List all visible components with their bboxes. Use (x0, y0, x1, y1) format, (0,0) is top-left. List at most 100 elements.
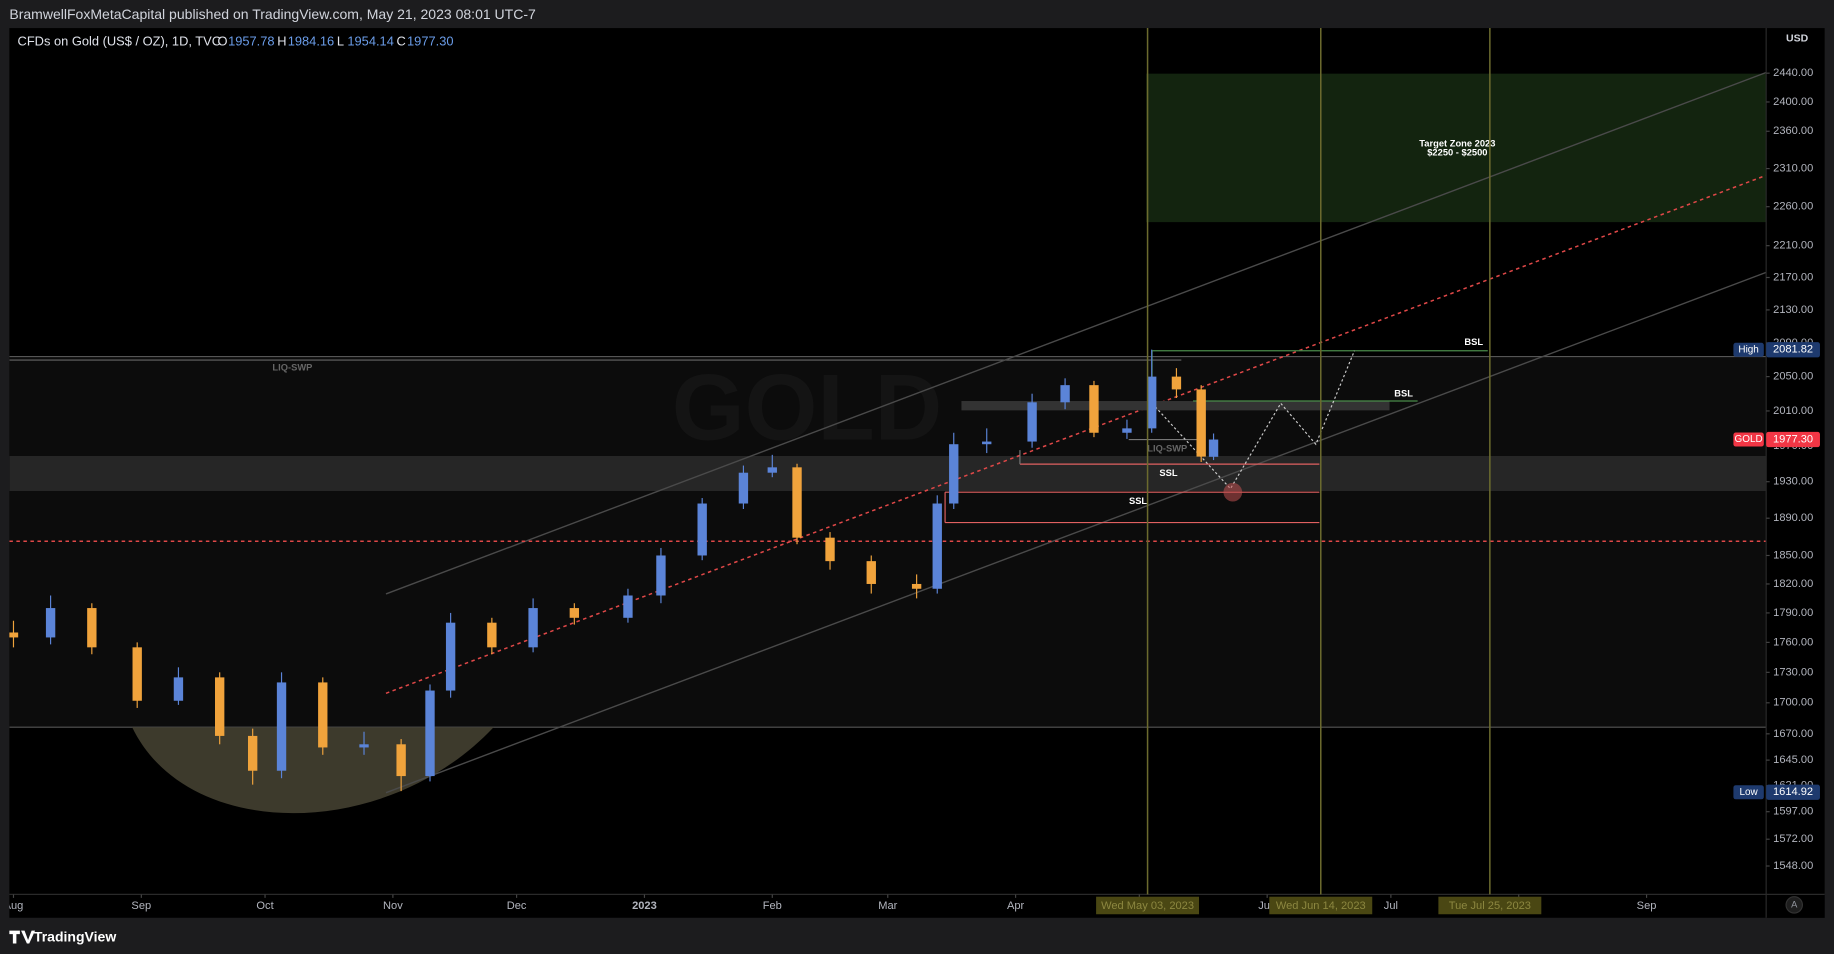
x-tick-label: Apr (1007, 900, 1025, 912)
liquidity-zone (9, 455, 1767, 492)
liq-swp-label: LIQ-SWP (272, 363, 312, 373)
target-zone-title: Target Zone 2023 (1419, 138, 1495, 148)
candle-body (9, 632, 19, 638)
y-tick-label: 1760.00 (1773, 636, 1813, 648)
legend-key: C (397, 33, 406, 48)
candle-body (911, 583, 922, 589)
candle-body (949, 444, 959, 504)
x-tick-label: Dec (507, 900, 527, 912)
date-marker-label: Tue Jul 25, 2023 (1449, 900, 1531, 912)
y-tick-label: 2130.00 (1773, 304, 1813, 316)
channel-upper (385, 71, 1767, 595)
header: BramwellFoxMetaCapital published on Trad… (9, 6, 536, 22)
y-tick-label: 1700.00 (1773, 697, 1813, 709)
price-tag-label: 1977.30 (1773, 433, 1813, 445)
candle-body (1060, 385, 1070, 403)
legend-key: L (337, 33, 344, 48)
drawings: GOLD Target Zone 2023 $2250 - $2500 BSL … (9, 71, 1767, 814)
candle-body (528, 608, 538, 648)
y-tick-label: 2050.00 (1773, 371, 1813, 383)
price-tag-label: 2081.82 (1773, 344, 1813, 356)
target-zone (1146, 73, 1767, 223)
x-tick-label: Mar (878, 900, 897, 912)
price-tag-name-box (1733, 785, 1764, 800)
candle-body (982, 441, 992, 445)
legend-value: 1957.78 (228, 33, 274, 48)
date-marker-box (1269, 896, 1373, 915)
candle-body (87, 608, 97, 648)
y-tick-label: 1548.00 (1773, 860, 1813, 872)
date-marker-label: Wed May 03, 2023 (1101, 900, 1194, 912)
y-tick-label: 1597.00 (1773, 806, 1813, 818)
candle-body (132, 647, 142, 701)
x-tick-label: Oct (256, 900, 273, 912)
candle-body (487, 622, 497, 648)
y-tick-label: 2360.00 (1773, 125, 1813, 137)
y-tick-label: 1790.00 (1773, 607, 1813, 619)
axis-unit: USD (1786, 32, 1809, 44)
candle-body (623, 595, 633, 618)
date-marker-box (1096, 896, 1200, 915)
x-tick-label: Nov (383, 900, 403, 912)
candle-body (445, 622, 456, 691)
channel-lower (385, 271, 1767, 794)
candles (9, 349, 1219, 792)
x-tick-label: Feb (763, 900, 782, 912)
price-tag-name-box (1733, 432, 1764, 447)
candle-body (173, 677, 184, 701)
candle-body (792, 467, 802, 538)
date-marker-box (1438, 896, 1542, 915)
y-tick-label: 2210.00 (1773, 240, 1813, 252)
legend-value: 1977.30 (407, 33, 453, 48)
candle-body (1196, 389, 1206, 457)
y-tick-label: 1645.00 (1773, 754, 1813, 766)
price-tag-label: 1614.92 (1773, 786, 1813, 798)
candle-body (932, 503, 942, 589)
candle-body (569, 608, 580, 618)
ssl-label: SSL (1129, 496, 1147, 506)
auto-button[interactable] (1785, 896, 1804, 914)
candle-body (1089, 385, 1099, 433)
bsl-label: BSL (1394, 388, 1413, 398)
x-tick-label: Sep (1637, 900, 1657, 912)
y-tick-label: 1572.00 (1773, 833, 1813, 845)
candle-body (1147, 376, 1157, 429)
price-tag-name-box (1733, 342, 1764, 357)
footer-brand: TradingView (34, 928, 116, 944)
legend-key: H (277, 33, 286, 48)
auto-button-label[interactable]: A (1791, 899, 1798, 909)
y-tick-label: 1930.00 (1773, 476, 1813, 488)
candle-body (425, 690, 435, 777)
watermark: GOLD (672, 355, 942, 460)
candle-body (1208, 439, 1219, 457)
price-axis-bg (1766, 28, 1825, 918)
x-tick-label: Jul (1384, 900, 1398, 912)
y-tick-label: 1730.00 (1773, 666, 1813, 678)
y-tick-label: 2400.00 (1773, 96, 1813, 108)
candle-body (215, 677, 225, 736)
target-zone-range: $2250 - $2500 (1427, 148, 1487, 158)
legend-title: CFDs on Gold (US$ / OZ), 1D, TVC (18, 33, 221, 48)
x-tick-label: Sep (131, 900, 151, 912)
liq-swp-label: LIQ-SWP (1147, 443, 1187, 453)
x-tick-label: Aug (4, 900, 24, 912)
y-tick-label: 2260.00 (1773, 201, 1813, 213)
y-tick-label: 2440.00 (1773, 67, 1813, 79)
supply-band (961, 401, 1390, 411)
ssl-label: SSL (1159, 468, 1177, 478)
price-tag-box (1766, 431, 1820, 448)
y-tick-label: 2310.00 (1773, 163, 1813, 175)
y-tick-label: 1890.00 (1773, 512, 1813, 524)
price-tag-name: GOLD (1735, 434, 1763, 445)
candle-body (866, 561, 876, 584)
candle-body (825, 537, 835, 562)
y-tick-label: 1670.00 (1773, 728, 1813, 740)
candle-body (1122, 428, 1132, 433)
candle-body (697, 503, 707, 556)
candle-body (276, 682, 287, 771)
x-tick-label: Jun (1258, 900, 1276, 912)
time-axis-bg (9, 894, 1825, 918)
target-point (1223, 482, 1243, 502)
